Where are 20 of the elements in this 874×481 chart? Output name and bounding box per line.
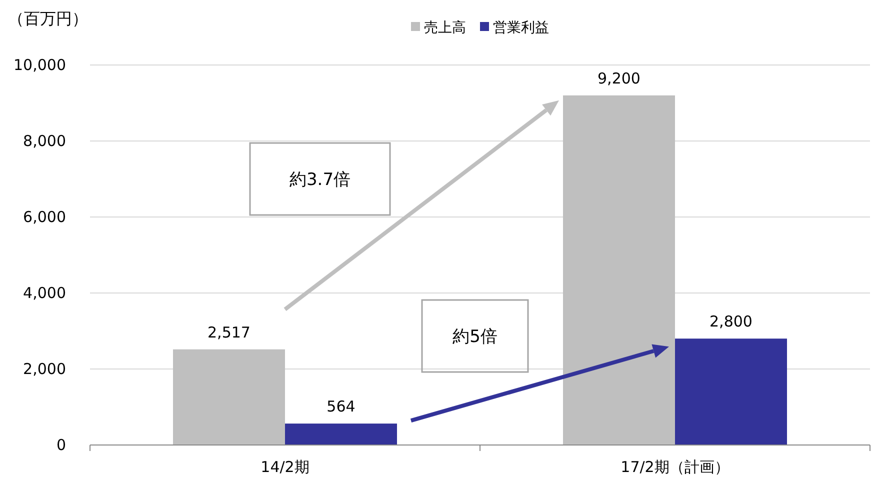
annotation: 約3.7倍	[289, 170, 351, 190]
data-label: 564	[326, 398, 356, 416]
y-tick-label: 10,000	[14, 56, 66, 74]
legend-label: 営業利益	[493, 20, 549, 36]
y-axis-title: （百万円）	[8, 9, 88, 28]
legend-label: 売上高	[424, 20, 466, 36]
y-tick-label: 2,000	[23, 360, 66, 378]
y-tick-label: 8,000	[23, 132, 66, 150]
y-tick-label: 0	[56, 436, 66, 454]
bar	[675, 338, 787, 445]
x-tick-label: 14/2期	[260, 458, 310, 476]
annotation: 約5倍	[452, 327, 498, 347]
y-tick-label: 4,000	[23, 284, 66, 302]
data-label: 2,800	[710, 312, 752, 331]
bar	[285, 424, 397, 445]
y-tick-label: 6,000	[23, 208, 66, 226]
x-tick-label: 17/2期（計画）	[620, 458, 730, 476]
bar	[173, 349, 285, 445]
data-label: 2,517	[208, 323, 250, 342]
data-label: 9,200	[598, 69, 640, 88]
